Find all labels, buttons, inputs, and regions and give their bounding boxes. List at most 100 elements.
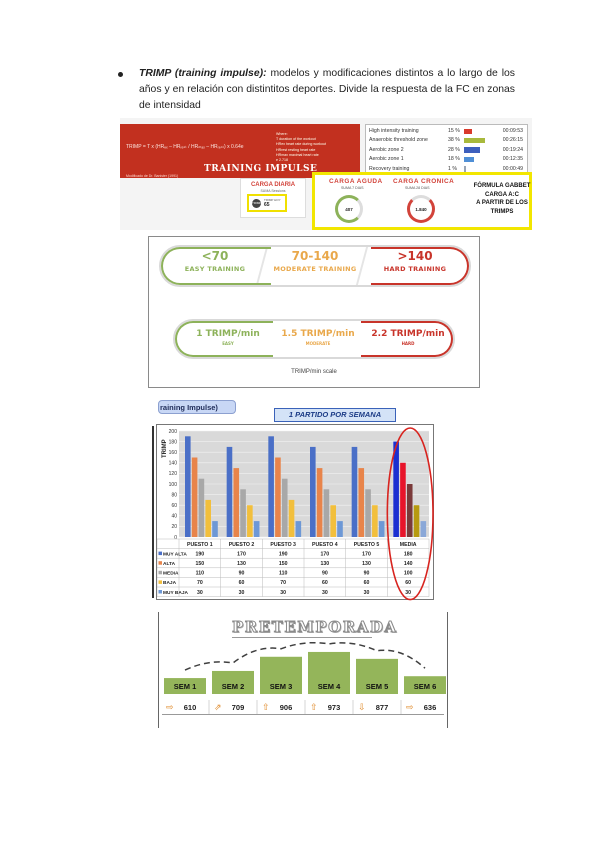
data-label: 130 xyxy=(362,561,371,567)
scale-label: EASY TRAINING xyxy=(184,265,246,273)
y-tick-label: 60 xyxy=(171,503,177,509)
formula-legend: Where: T duration of the workout HRex hear… xyxy=(276,132,326,163)
hard-segment-border xyxy=(371,247,469,285)
carga-aguda-cronica-box: CARGA AGUDA SUMA 7 DIAS 407 CARGA CRONIC… xyxy=(312,172,532,230)
legend-swatch xyxy=(158,590,162,594)
bar xyxy=(247,505,253,537)
bar xyxy=(393,441,399,537)
media-highlight-ellipse xyxy=(386,427,434,601)
data-label: 170 xyxy=(321,551,330,557)
zone-row: Recovery training 1 % 00:00:49 xyxy=(366,165,527,173)
zone-row: Aerobic zone 1 18 % 00:12:35 xyxy=(366,155,527,163)
gabbet-line: CARGA A:C xyxy=(485,191,519,198)
zone-time: 00:19:24 xyxy=(502,146,523,153)
legend-swatch xyxy=(158,580,162,584)
category-label: PUESTO 1 xyxy=(187,542,213,548)
bar xyxy=(372,505,378,537)
data-label: 90 xyxy=(322,571,328,577)
bar xyxy=(295,521,302,537)
carga-cronica-sub: SUMA 28 DIAS xyxy=(405,186,430,190)
zone-bar xyxy=(464,147,480,153)
series-label: MUY ALTA xyxy=(163,551,187,557)
pretemporada-chart xyxy=(164,641,446,714)
y-axis-label: TRIMP xyxy=(162,439,168,458)
week-label: SEM 5 xyxy=(365,682,389,691)
data-label: 100 xyxy=(404,571,413,577)
carga-aguda-gauge: 407 xyxy=(335,195,363,223)
zone-percent: 38 % xyxy=(448,137,460,144)
week-bar xyxy=(212,670,254,694)
formula-legend-line: Where: xyxy=(276,132,288,136)
trend-arrow-icon: ⇗ xyxy=(214,702,222,712)
trimp-formula: TRIMP = T x (HRₑₓ – HRᵣₑₛₜ / HRₘₐₓ – HRᵣ… xyxy=(126,144,244,150)
zone-percent: 18 % xyxy=(448,156,460,163)
trimp-hoy-box: TRIMP TRIMP HOY 65 xyxy=(247,194,287,212)
trimp-scale-bar xyxy=(159,245,471,287)
zone-name: Anaerobic threshold zone xyxy=(369,137,428,144)
week-load-value: 973 xyxy=(327,703,341,712)
data-label: 70 xyxy=(197,580,203,586)
carga-diaria-card: CARGA DIARIA SUMA Sessions TRIMP TRIMP H… xyxy=(240,178,306,218)
data-label: 30 xyxy=(239,590,245,596)
week-load-value: 610 xyxy=(183,703,197,712)
y-tick-label: 180 xyxy=(169,439,178,445)
data-label: 30 xyxy=(197,590,203,596)
category-label: PUESTO 4 xyxy=(312,542,338,548)
zone-bar xyxy=(464,156,475,163)
pretemporada-panel: PRETEMPORADA SEM 1 ⇨ 610 SEM 2 ⇗ 709 SEM 3 ⇧ 906… xyxy=(158,612,448,732)
legend-swatch xyxy=(158,561,162,565)
bar xyxy=(253,521,260,537)
zone-name: High intensity training xyxy=(369,128,419,134)
trimp-min-label: EASY xyxy=(222,341,234,346)
week-bar xyxy=(356,658,398,694)
zone-bar xyxy=(464,137,486,144)
data-label: 60 xyxy=(405,580,411,586)
trend-arrow-icon: ⇨ xyxy=(166,702,174,712)
week-load-value: 709 xyxy=(231,703,245,712)
trend-arrow-icon: ⇧ xyxy=(310,702,318,712)
trimp-term: TRIMP (training impulse): xyxy=(139,68,267,79)
category-label: PUESTO 3 xyxy=(270,542,296,548)
bar xyxy=(226,446,233,537)
week-load-value: 877 xyxy=(375,703,389,712)
series-label: MUY BAJA xyxy=(163,590,189,596)
bar xyxy=(316,468,323,537)
easy-min-border xyxy=(175,321,273,357)
carga-aguda-title: CARGA AGUDA xyxy=(329,178,383,185)
data-label: 90 xyxy=(239,571,245,577)
week-label: SEM 2 xyxy=(221,682,245,691)
bar xyxy=(185,436,191,537)
trimp-icon: TRIMP xyxy=(252,199,261,208)
values-divider xyxy=(162,714,444,715)
data-label: 110 xyxy=(279,571,287,577)
trimp-hoy-label: TRIMP HOY xyxy=(264,198,281,202)
data-label: 30 xyxy=(405,590,411,596)
legend-swatch xyxy=(158,570,162,575)
y-tick-label: 20 xyxy=(171,524,177,530)
easy-segment-border xyxy=(161,247,271,285)
trend-arrow-icon: ⇧ xyxy=(262,702,270,712)
match-chart-panel: raining Impulse) 1 PARTIDO POR SEMANA 0 2… xyxy=(148,396,438,602)
week-bar xyxy=(404,676,446,694)
trimp-bar-chart: 0 20 40 60 80 100 120 140 160 180 200 PUESTO 1 PUEST… xyxy=(156,427,434,601)
scale-label: HARD TRAINING xyxy=(383,265,447,273)
scale-value: >140 xyxy=(397,249,433,263)
zone-percent: 1 % xyxy=(448,165,457,172)
formula-legend-line: e 2.718 xyxy=(276,158,288,163)
trimp-hoy-value: 65 xyxy=(264,202,270,208)
chart-title: 1 PARTIDO POR SEMANA xyxy=(274,408,396,422)
data-label: 30 xyxy=(280,590,286,596)
bar xyxy=(310,446,316,537)
left-divider xyxy=(152,426,154,598)
bar xyxy=(198,478,205,537)
y-tick-label: 120 xyxy=(169,471,178,477)
zone-row: High intensity training 15 % 00:09:53 xyxy=(366,127,527,135)
pretemporada-frame xyxy=(158,612,448,728)
y-tick-label: 80 xyxy=(171,492,177,498)
zone-time: 00:12:35 xyxy=(502,156,523,163)
category-label: PUESTO 2 xyxy=(229,542,255,548)
data-label: 140 xyxy=(404,561,413,567)
bar xyxy=(212,521,218,537)
zone-time: 00:26:15 xyxy=(502,137,523,144)
data-label: 30 xyxy=(322,590,328,596)
